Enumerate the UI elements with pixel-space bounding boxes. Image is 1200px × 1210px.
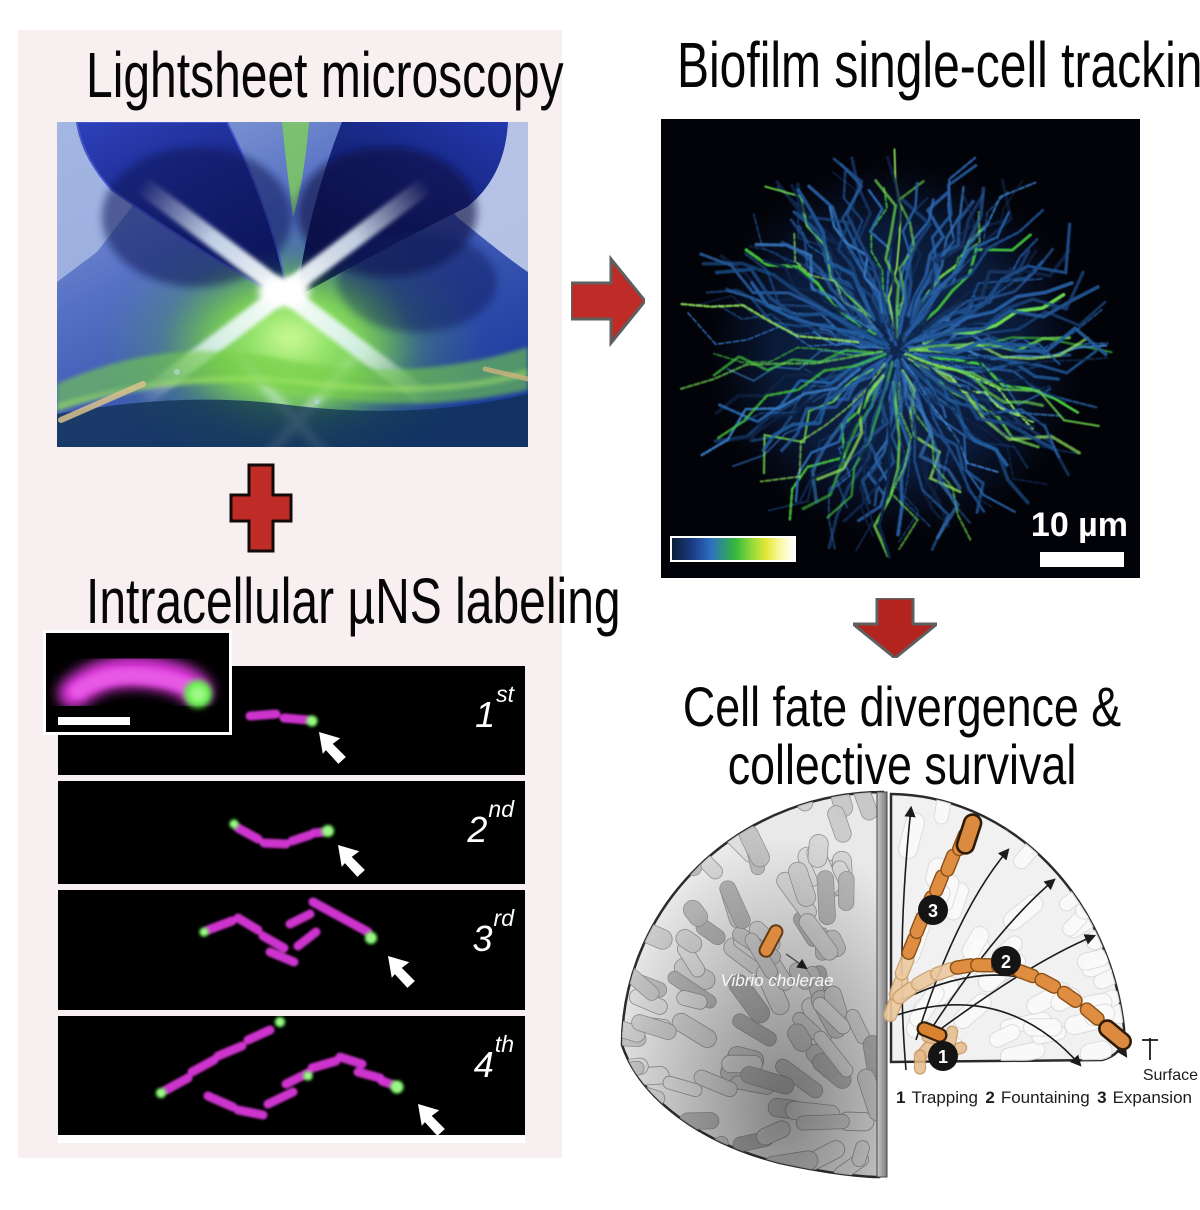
- svg-text:1: 1: [938, 1047, 948, 1067]
- uns-labeling-title: Intracellular µNS labeling: [86, 565, 621, 637]
- svg-text:2: 2: [1001, 952, 1011, 972]
- tracking-title: Biofilm single-cell tracking: [677, 29, 1200, 101]
- division-label-3: 3rd: [472, 905, 514, 959]
- svg-text:3: 3: [928, 901, 938, 921]
- lightsheet-photo: [57, 122, 528, 447]
- track-time-colorbar: [670, 536, 796, 562]
- plus-icon: [229, 463, 293, 553]
- arrow-down-icon: [853, 598, 937, 658]
- legend-item-expansion: 3 Expansion: [1097, 1088, 1192, 1107]
- inset-scale-bar: [58, 717, 130, 725]
- lightsheet-title: Lightsheet microscopy: [86, 39, 564, 111]
- marker-3: 3: [918, 895, 948, 925]
- biofilm-track-image: 10 µm: [661, 119, 1140, 578]
- division-label-2: 2nd: [467, 796, 514, 850]
- scale-bar: [1040, 552, 1124, 567]
- marker-2: 2: [991, 946, 1021, 976]
- legend-item-trapping: 1 Trapping: [896, 1088, 978, 1107]
- surface-label: Surface: [1143, 1067, 1198, 1084]
- labeled-cell-inset: [43, 630, 232, 735]
- division-label-1: 1st: [475, 681, 514, 735]
- timepoint-panel-3: 3rd: [58, 890, 525, 1010]
- legend-item-fountaining: 2 Fountaining: [985, 1088, 1090, 1107]
- highlighted-cell: [758, 924, 784, 958]
- cut-face: [876, 791, 888, 1178]
- species-label: Vibrio cholerae: [720, 971, 833, 990]
- surface-tick: [1142, 1038, 1158, 1060]
- mechanism-legend: 1 Trapping 2 Fountaining 3 Expansion: [896, 1088, 1192, 1108]
- arrow-right-icon: [571, 255, 645, 347]
- marker-1: 1: [928, 1041, 958, 1071]
- timepoint-panel-4: 4th: [58, 1016, 525, 1135]
- outcome-title-line1: Cell fate divergence &: [682, 675, 1122, 738]
- division-label-4: 4th: [473, 1031, 514, 1085]
- scale-label: 10 µm: [1030, 506, 1128, 544]
- biofilm-schematic: Vibrio cholerae 3 2 1: [620, 790, 1198, 1179]
- panel-footer-strip: [58, 1135, 525, 1143]
- timepoint-panel-2: 2nd: [58, 781, 525, 884]
- outcome-title-line2: collective survival: [727, 733, 1077, 796]
